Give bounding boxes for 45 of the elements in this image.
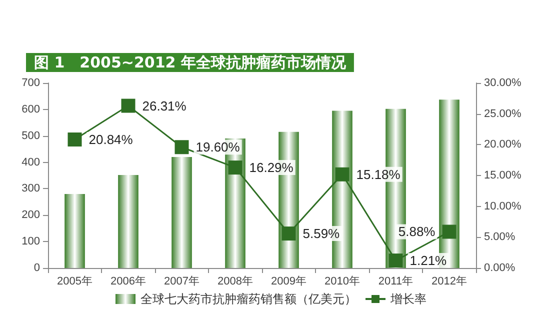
- y2-tick-label: 10.00%: [484, 200, 522, 212]
- y-tick-label: 0: [34, 262, 40, 274]
- data-label: 1.21%: [410, 253, 448, 268]
- y2-tick-label: 0.00%: [484, 262, 516, 274]
- x-tick-label: 2005年: [57, 276, 92, 288]
- bar: [172, 157, 192, 268]
- legend-label: 增长率: [390, 292, 426, 306]
- x-tick-label: 2012年: [432, 276, 467, 288]
- point: [388, 254, 403, 268]
- x-tick-label: 2006年: [110, 276, 146, 288]
- data-label: 5.59%: [302, 226, 340, 242]
- y-tick-label: 200: [22, 209, 40, 222]
- point: [121, 98, 136, 113]
- bar: [64, 194, 85, 268]
- y-tick-label: 300: [22, 182, 40, 195]
- point: [68, 132, 82, 146]
- y2-tick-label: 5.00%: [484, 231, 516, 244]
- y-tick-label: 700: [22, 77, 40, 89]
- data-label: 19.60%: [196, 140, 240, 155]
- point: [174, 140, 189, 154]
- y-tick-label: 100: [22, 236, 40, 248]
- data-label: 16.29%: [249, 160, 294, 176]
- data-label: 15.18%: [356, 166, 401, 182]
- y2-tick-label: 20.00%: [484, 138, 522, 151]
- x-tick-label: 2010年: [324, 276, 360, 288]
- data-label: 20.84%: [88, 132, 134, 147]
- y-tick-label: 400: [22, 156, 40, 168]
- point: [282, 226, 296, 241]
- legend-label: 全球七大药市抗肿瘤药销售额（亿美元）: [140, 292, 356, 306]
- point: [228, 160, 242, 175]
- x-tick-label: 2011年: [378, 276, 414, 288]
- chart-title: 图 1 2005~2012 年全球抗肿瘤药市场情况: [34, 54, 347, 72]
- y2-tick-label: 30.00%: [484, 77, 522, 89]
- y-tick-label: 600: [22, 103, 40, 116]
- point: [335, 167, 350, 182]
- y2-tick-label: 25.00%: [484, 108, 522, 120]
- x-tick-label: 2009年: [271, 276, 306, 288]
- bar: [118, 174, 138, 268]
- x-tick-label: 2007年: [164, 276, 200, 288]
- data-label: 26.31%: [142, 98, 187, 114]
- y-tick-label: 500: [22, 130, 40, 142]
- x-tick-label: 2008年: [218, 276, 253, 288]
- data-label: 5.88%: [398, 224, 436, 240]
- point: [442, 224, 456, 239]
- y2-tick-label: 15.00%: [484, 170, 522, 182]
